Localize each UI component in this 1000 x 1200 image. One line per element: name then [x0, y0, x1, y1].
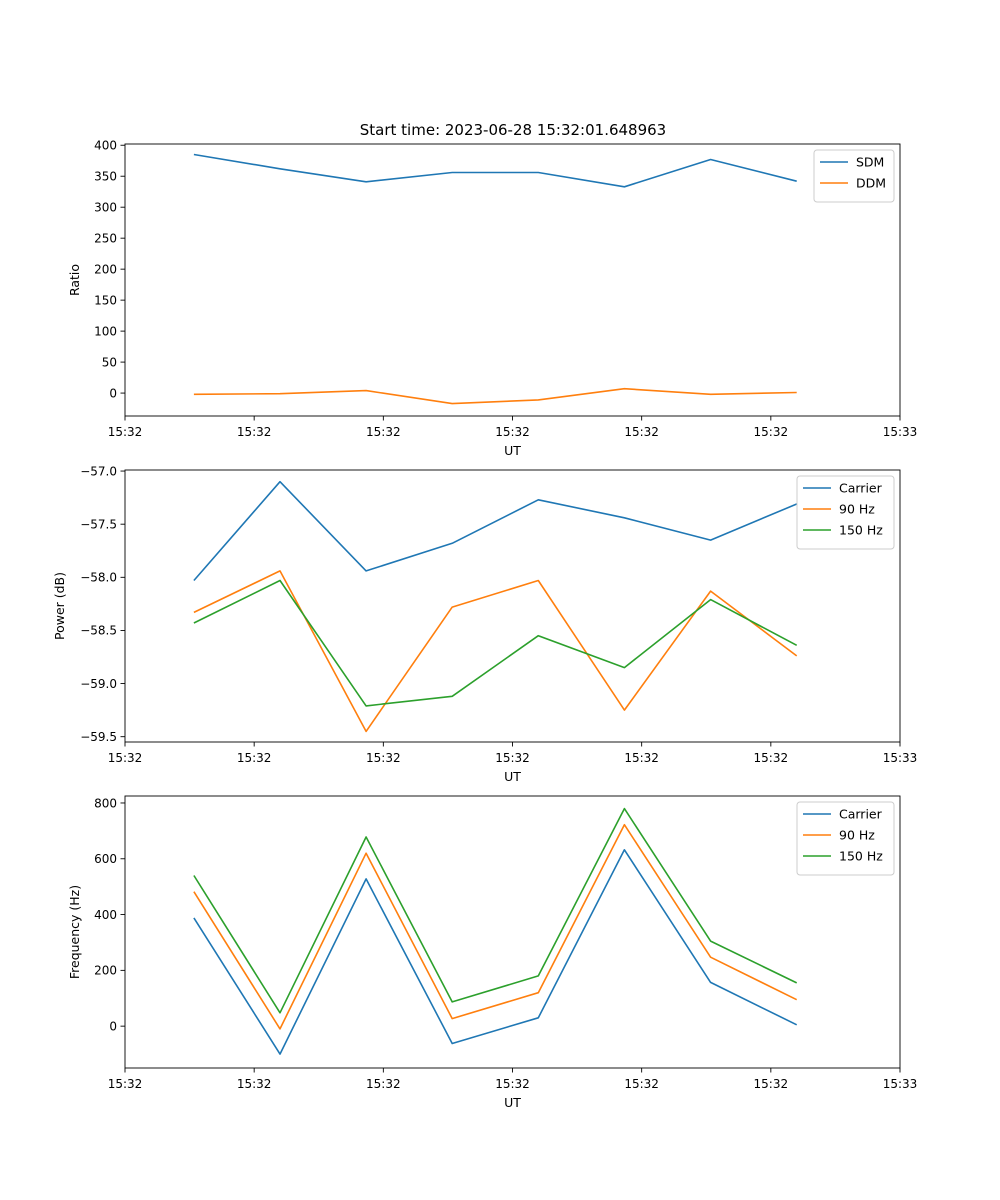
y-tick-label: 0	[109, 386, 117, 400]
x-axis-label: UT	[504, 443, 521, 458]
series-line-150-hz	[193, 807, 798, 1014]
y-tick-label: 300	[94, 200, 117, 214]
series-line-90-hz	[193, 823, 798, 1030]
x-tick-label: 15:32	[237, 751, 272, 765]
legend: Carrier 90 Hz 150 Hz	[796, 801, 895, 876]
y-tick-label: 200	[94, 964, 117, 978]
y-axis-label: Ratio	[67, 264, 82, 296]
y-tick-label: 150	[94, 293, 117, 307]
x-tick-label: 15:32	[237, 1077, 272, 1091]
legend-label: Carrier	[839, 807, 883, 822]
x-tick-label: 15:32	[108, 1077, 143, 1091]
y-tick-label: 400	[94, 139, 117, 153]
series-line-150-hz	[193, 579, 798, 707]
y-tick-label: −57.5	[80, 517, 117, 531]
x-axis-label: UT	[504, 1095, 521, 1110]
legend-label: DDM	[856, 176, 886, 191]
legend-box	[813, 149, 895, 203]
legend: SDM DDM	[813, 149, 895, 203]
y-axis-label: Frequency (Hz)	[67, 885, 82, 979]
x-tick-label: 15:33	[883, 425, 918, 439]
series-line-sdm	[193, 153, 797, 188]
legend-label: 90 Hz	[839, 502, 875, 517]
y-tick-label: 0	[109, 1019, 117, 1033]
ratio-panel: 15:32 15:32 15:32 15:32 15:32 15:32 15:33 0 50 10…	[67, 139, 917, 458]
x-tick-label: 15:33	[883, 751, 918, 765]
x-tick-label: 15:32	[108, 751, 143, 765]
legend-label: 150 Hz	[839, 523, 883, 538]
series-line-ddm	[193, 387, 797, 405]
x-tick-label: 15:32	[495, 1077, 530, 1091]
x-tick-label: 15:32	[495, 425, 530, 439]
legend: Carrier 90 Hz 150 Hz	[796, 475, 895, 550]
legend-label: 90 Hz	[839, 828, 875, 843]
x-tick-label: 15:32	[754, 425, 789, 439]
y-axis-label: Power (dB)	[52, 572, 67, 640]
y-tick-label: −59.0	[80, 677, 117, 691]
y-tick-label: 50	[102, 355, 117, 369]
x-tick-label: 15:32	[624, 425, 659, 439]
x-tick-label: 15:32	[237, 425, 272, 439]
y-tick-label: 100	[94, 324, 117, 338]
x-tick-label: 15:32	[366, 1077, 401, 1091]
y-tick-label: −57.0	[80, 464, 117, 478]
x-tick-label: 15:32	[624, 1077, 659, 1091]
x-tick-label: 15:32	[624, 751, 659, 765]
series-line-carrier	[193, 480, 798, 582]
y-tick-label: −58.0	[80, 571, 117, 585]
x-tick-label: 15:32	[366, 751, 401, 765]
x-tick-label: 15:33	[883, 1077, 918, 1091]
y-tick-label: −59.5	[80, 730, 117, 744]
legend-label: 150 Hz	[839, 849, 883, 864]
y-tick-label: 600	[94, 852, 117, 866]
series-line-carrier	[193, 848, 798, 1055]
legend-label: Carrier	[839, 481, 883, 496]
power-panel: 15:32 15:32 15:32 15:32 15:32 15:32 15:33 −59.5…	[52, 464, 917, 784]
chart-title: Start time: 2023-06-28 15:32:01.648963	[360, 121, 666, 139]
x-tick-label: 15:32	[754, 751, 789, 765]
x-tick-label: 15:32	[495, 751, 530, 765]
x-tick-label: 15:32	[108, 425, 143, 439]
y-tick-label: 200	[94, 262, 117, 276]
legend-label: SDM	[856, 155, 884, 170]
y-tick-label: 250	[94, 231, 117, 245]
y-tick-label: 350	[94, 170, 117, 184]
y-tick-label: 800	[94, 796, 117, 810]
y-tick-label: 400	[94, 908, 117, 922]
y-tick-label: −58.5	[80, 624, 117, 638]
x-tick-label: 15:32	[754, 1077, 789, 1091]
x-axis-label: UT	[504, 769, 521, 784]
x-tick-label: 15:32	[366, 425, 401, 439]
frequency-panel: 15:32 15:32 15:32 15:32 15:32 15:32 15:33 0 200 4…	[67, 795, 918, 1110]
